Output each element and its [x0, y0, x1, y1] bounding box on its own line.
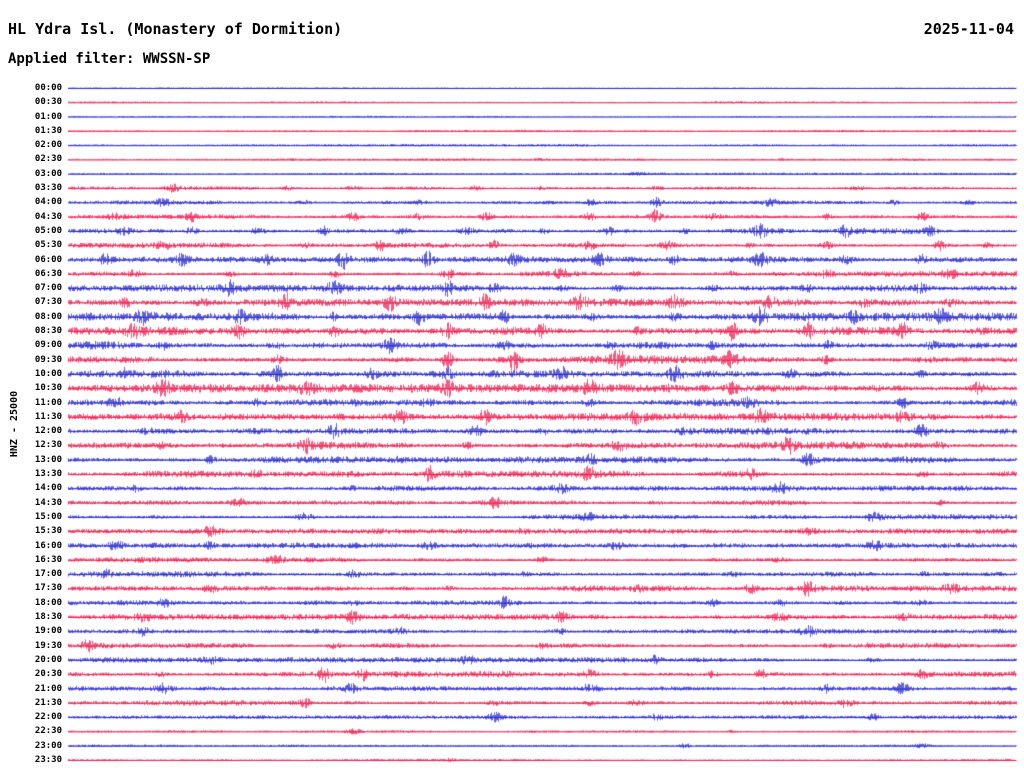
time-label: 00:30 — [34, 97, 62, 108]
time-label: 09:30 — [34, 354, 62, 365]
time-label: 17:30 — [34, 583, 62, 594]
time-label: 16:30 — [34, 554, 62, 565]
time-label: 01:00 — [34, 111, 62, 122]
time-label: 14:00 — [34, 483, 62, 494]
time-label: 17:00 — [34, 569, 62, 580]
time-label: 21:00 — [34, 683, 62, 694]
time-label: 05:00 — [34, 225, 62, 236]
time-label: 12:30 — [34, 440, 62, 451]
time-label: 11:00 — [34, 397, 62, 408]
time-label: 19:00 — [34, 626, 62, 637]
time-label: 05:30 — [34, 240, 62, 251]
time-label: 20:30 — [34, 669, 62, 680]
time-label: 10:00 — [34, 368, 62, 379]
time-label: 13:00 — [34, 454, 62, 465]
time-label: 06:30 — [34, 268, 62, 279]
time-label: 06:00 — [34, 254, 62, 265]
time-label: 04:30 — [34, 211, 62, 222]
time-label: 22:00 — [34, 712, 62, 723]
time-label: 03:30 — [34, 183, 62, 194]
time-label: 20:00 — [34, 654, 62, 665]
time-label: 10:30 — [34, 383, 62, 394]
time-label: 07:00 — [34, 283, 62, 294]
time-label: 23:30 — [34, 755, 62, 765]
time-label: 21:30 — [34, 697, 62, 708]
time-label: 02:00 — [34, 140, 62, 151]
time-label: 02:30 — [34, 154, 62, 165]
time-label: 07:30 — [34, 297, 62, 308]
time-label: 12:00 — [34, 426, 62, 437]
time-label: 16:00 — [34, 540, 62, 551]
time-label: 00:00 — [34, 83, 62, 93]
time-label: 15:30 — [34, 526, 62, 537]
time-label: 08:30 — [34, 326, 62, 337]
time-label: 11:30 — [34, 411, 62, 422]
time-label: 14:30 — [34, 497, 62, 508]
time-label: 09:00 — [34, 340, 62, 351]
time-label: 23:00 — [34, 740, 62, 751]
time-label: 18:30 — [34, 612, 62, 623]
time-label: 15:00 — [34, 511, 62, 522]
time-label: 13:30 — [34, 469, 62, 480]
record-date: 2025-11-04 — [923, 20, 1014, 38]
station-title: HL Ydra Isl. (Monastery of Dormition) — [8, 20, 343, 38]
time-label: 08:00 — [34, 311, 62, 322]
filter-label: Applied filter: WWSSN-SP — [8, 51, 211, 67]
time-label: 18:00 — [34, 597, 62, 608]
time-label: 04:00 — [34, 197, 62, 208]
time-label: 01:30 — [34, 125, 62, 136]
time-label: 19:30 — [34, 640, 62, 651]
time-label: 22:30 — [34, 726, 62, 737]
time-label: 03:00 — [34, 168, 62, 179]
